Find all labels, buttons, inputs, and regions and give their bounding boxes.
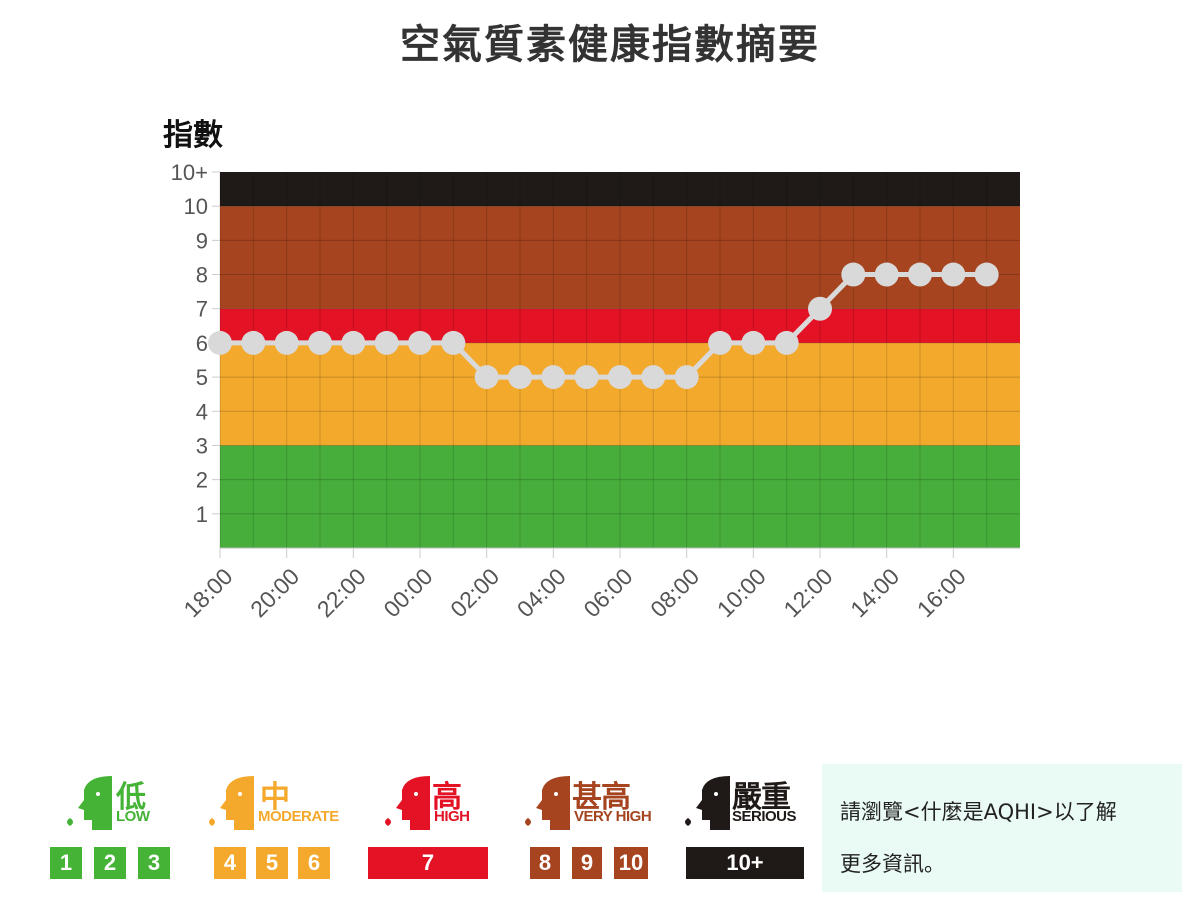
legend-box-4: 4 xyxy=(214,847,246,879)
legend-very-high-en: VERY HIGH xyxy=(574,808,652,825)
y-tick-label: 8 xyxy=(196,263,208,288)
x-tick-label: 00:00 xyxy=(378,563,437,622)
data-point xyxy=(308,330,332,355)
y-tick-label: 3 xyxy=(196,433,208,458)
x-tick-label: 14:00 xyxy=(845,563,904,622)
legend-box-6: 6 xyxy=(298,847,330,879)
legend-serious-zh: 嚴重 xyxy=(732,780,791,815)
y-tick-label: 10+ xyxy=(171,160,208,185)
y-tick-label: 4 xyxy=(196,399,208,424)
data-point xyxy=(874,262,899,287)
legend-box-10-plus: 10+ xyxy=(686,847,804,879)
y-tick-label: 2 xyxy=(196,468,208,493)
y-axis-title: 指數 xyxy=(163,118,223,153)
aqhi-chart: 1 2 3 4 5 6 7 8 9 10 10+ 18:00 20:00 22:00 00:00 02:00… xyxy=(171,160,1020,622)
x-tick-label: 22:00 xyxy=(312,563,371,622)
face-icon: 低 LOW xyxy=(62,770,202,830)
legend-box-3: 3 xyxy=(138,847,170,879)
legend-moderate-zh: 中 xyxy=(260,780,290,815)
x-tick-label: 20:00 xyxy=(245,563,304,622)
y-tick-label: 5 xyxy=(196,365,208,390)
face-icon: 嚴重 SERIOUS xyxy=(680,770,820,830)
data-point xyxy=(474,365,499,390)
legend-box-10: 10 xyxy=(614,847,648,879)
data-point xyxy=(941,262,966,287)
band-moderate xyxy=(220,342,1020,446)
face-icon: 高 HIGH xyxy=(380,770,520,830)
data-point xyxy=(908,262,932,287)
legend-serious-en: SERIOUS xyxy=(732,808,797,825)
band-very-high xyxy=(220,206,1020,309)
legend-box-5: 5 xyxy=(256,847,288,879)
face-icon: 甚高 VERY HIGH xyxy=(520,770,660,830)
legend-box-8: 8 xyxy=(530,847,560,879)
band-low xyxy=(220,445,1020,548)
data-point xyxy=(808,296,832,321)
legend-moderate-en: MODERATE xyxy=(258,808,339,825)
data-point xyxy=(674,365,699,390)
face-icon: 中 MODERATE xyxy=(204,770,344,830)
legend-low-zh: 低 xyxy=(116,780,146,815)
data-point xyxy=(208,330,232,355)
x-tick-label: 04:00 xyxy=(512,563,571,622)
info-text: 請瀏覽<什麼是AQHI>以了解 更多資訊。 xyxy=(840,786,1170,890)
legend-very-high-zh: 甚高 xyxy=(572,780,631,815)
page-title: 空氣質素健康指數摘要 xyxy=(400,22,820,68)
data-point xyxy=(608,365,632,390)
y-tick-label: 10 xyxy=(184,194,208,219)
info-line-1: 請瀏覽<什麼是AQHI>以了解 xyxy=(840,800,1117,824)
y-tick-label: 9 xyxy=(196,228,208,253)
x-tick-label: 16:00 xyxy=(912,563,971,622)
data-point xyxy=(374,330,399,355)
data-point xyxy=(574,365,599,390)
legend-low-en: LOW xyxy=(116,808,150,825)
data-point xyxy=(441,330,466,355)
data-point xyxy=(974,262,999,287)
data-point xyxy=(741,330,766,355)
info-line-2: 更多資訊。 xyxy=(840,852,945,876)
y-tick-label: 7 xyxy=(196,297,208,322)
legend-box-9: 9 xyxy=(572,847,602,879)
legend-high-zh: 高 xyxy=(432,780,462,815)
legend-high-en: HIGH xyxy=(434,808,470,825)
band-serious xyxy=(220,172,1020,207)
info-box: 請瀏覽<什麼是AQHI>以了解 更多資訊。 xyxy=(822,764,1182,892)
x-tick-label: 08:00 xyxy=(645,563,704,622)
data-point xyxy=(241,330,266,355)
legend-box-1: 1 xyxy=(50,847,82,879)
y-tick-label: 6 xyxy=(196,331,208,356)
data-point xyxy=(774,330,799,355)
x-tick-label: 12:00 xyxy=(778,563,837,622)
data-point xyxy=(841,262,866,287)
x-tick-label: 06:00 xyxy=(578,563,637,622)
data-point xyxy=(408,330,432,355)
x-tick-label: 18:00 xyxy=(178,563,237,622)
data-point xyxy=(541,365,566,390)
x-tick-label: 02:00 xyxy=(445,563,504,622)
data-point xyxy=(641,365,666,390)
x-tick-label: 10:00 xyxy=(712,563,771,622)
legend-box-7: 7 xyxy=(368,847,488,879)
data-point xyxy=(341,330,366,355)
data-point xyxy=(274,330,299,355)
data-point xyxy=(708,330,732,355)
y-tick-label: 1 xyxy=(196,502,208,527)
data-point xyxy=(508,365,532,390)
legend-box-2: 2 xyxy=(94,847,126,879)
